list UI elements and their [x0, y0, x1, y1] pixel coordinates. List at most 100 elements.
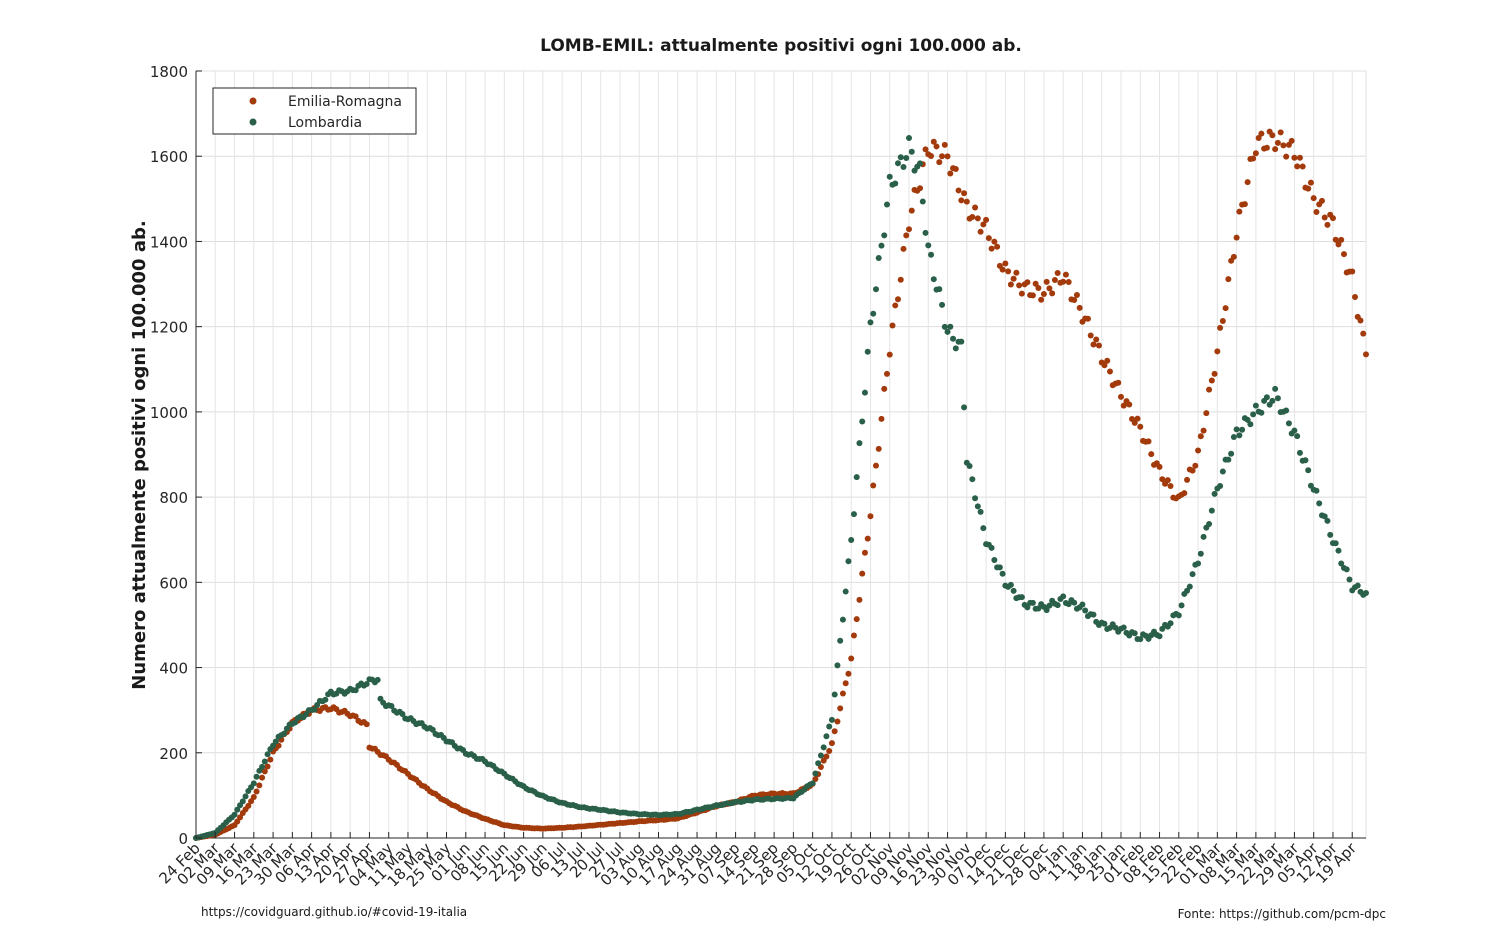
data-point — [1247, 421, 1254, 428]
data-point — [850, 511, 857, 518]
data-point — [1288, 137, 1295, 144]
legend-marker — [249, 97, 257, 105]
data-point — [1002, 260, 1009, 267]
data-point — [936, 286, 943, 293]
data-point — [1252, 150, 1259, 157]
data-point — [859, 570, 866, 577]
data-point — [828, 716, 835, 723]
data-point — [947, 170, 954, 177]
data-point — [1269, 132, 1276, 139]
y-tick-label: 1600 — [150, 148, 188, 166]
data-point — [983, 216, 990, 223]
data-point — [817, 752, 824, 759]
data-point — [892, 302, 899, 309]
data-point — [1090, 611, 1097, 618]
data-point — [1093, 336, 1100, 343]
data-point — [1090, 341, 1097, 348]
data-point — [980, 221, 987, 228]
data-point — [261, 758, 268, 765]
data-point — [928, 153, 935, 160]
data-point — [1272, 146, 1279, 153]
legend-marker — [249, 118, 257, 126]
data-point — [831, 691, 838, 698]
data-point — [1214, 348, 1221, 355]
data-point — [969, 476, 976, 483]
data-point — [1274, 395, 1281, 402]
data-point — [999, 570, 1006, 577]
data-point — [1051, 277, 1058, 284]
data-point — [972, 495, 979, 502]
data-point — [963, 198, 970, 205]
data-point — [1115, 379, 1122, 386]
data-point — [1197, 550, 1204, 557]
data-point — [1310, 195, 1317, 202]
data-point — [1258, 409, 1265, 416]
data-point — [839, 616, 846, 623]
data-point — [1010, 275, 1017, 282]
data-point — [1228, 450, 1235, 457]
data-point — [944, 153, 951, 160]
data-point — [250, 780, 257, 787]
data-point — [245, 802, 252, 809]
data-point — [1007, 281, 1014, 288]
data-point — [1137, 636, 1144, 643]
data-point — [853, 616, 860, 623]
data-point — [1263, 394, 1270, 401]
data-point — [234, 806, 241, 813]
data-point — [837, 637, 844, 644]
data-point — [845, 670, 852, 677]
y-tick-label: 200 — [159, 745, 188, 763]
data-point — [374, 676, 381, 683]
data-point — [1178, 602, 1185, 609]
data-point — [1076, 304, 1083, 311]
data-point — [1126, 401, 1133, 408]
data-point — [1294, 163, 1301, 170]
data-point — [958, 197, 965, 204]
data-point — [1018, 290, 1025, 297]
data-point — [941, 141, 948, 148]
data-point — [1164, 477, 1171, 484]
data-point — [1120, 402, 1127, 409]
data-point — [1186, 583, 1193, 590]
data-point — [895, 296, 901, 303]
data-point — [919, 198, 926, 205]
data-point — [1062, 271, 1069, 278]
legend: Emilia-Romagna Lombardia — [212, 87, 417, 135]
data-point — [908, 207, 915, 214]
data-point — [826, 723, 833, 730]
y-tick-label: 1000 — [150, 404, 188, 422]
data-point — [996, 564, 1003, 571]
data-point — [883, 201, 890, 208]
data-point — [1206, 386, 1213, 393]
data-point — [839, 690, 846, 697]
data-point — [322, 696, 329, 703]
data-point — [867, 319, 874, 326]
y-tick-label: 0 — [178, 830, 188, 848]
data-point — [1024, 604, 1031, 611]
data-point — [809, 780, 816, 787]
data-point — [1060, 278, 1067, 285]
data-point — [1269, 397, 1276, 404]
legend-box — [212, 87, 417, 135]
data-point — [1101, 620, 1108, 627]
data-point — [1222, 305, 1229, 312]
data-point — [999, 266, 1006, 273]
data-point — [988, 544, 995, 551]
data-point — [1321, 513, 1328, 520]
data-point — [834, 662, 841, 669]
data-point — [974, 215, 981, 222]
data-point — [917, 160, 924, 167]
data-point — [903, 155, 910, 162]
data-point — [1206, 521, 1213, 528]
data-point — [842, 588, 849, 595]
data-point — [1219, 468, 1226, 475]
data-point — [1104, 357, 1111, 364]
data-point — [311, 706, 318, 713]
chart-title: LOMB-EMIL: attualmente positivi ogni 100… — [540, 36, 1022, 56]
data-point — [1054, 269, 1061, 276]
data-point — [261, 768, 268, 775]
footer-source-left: https://covidguard.github.io/#covid-19-i… — [201, 905, 467, 919]
data-point — [850, 632, 857, 639]
data-point — [242, 793, 249, 800]
data-point — [859, 418, 866, 425]
